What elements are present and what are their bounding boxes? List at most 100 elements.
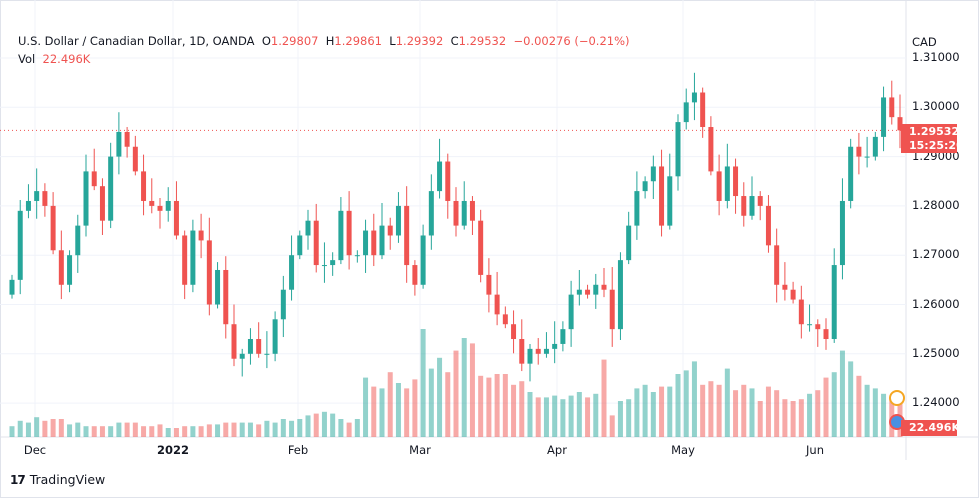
candle-body xyxy=(848,146,854,201)
low-value: 1.29392 xyxy=(395,34,444,48)
candle-body xyxy=(864,156,870,158)
candle-body xyxy=(395,205,401,236)
volume-bar xyxy=(626,399,632,437)
candle-body xyxy=(691,92,697,103)
candle-body xyxy=(552,343,558,349)
volume-bar xyxy=(321,411,327,437)
candle-body xyxy=(700,92,706,128)
candle-body xyxy=(223,269,229,325)
volume-bar xyxy=(313,413,319,437)
volume-bar xyxy=(412,379,418,437)
volume-bar xyxy=(173,428,179,437)
volume-bar xyxy=(552,395,558,437)
current-price-badge: 1.29532 15:25:20 xyxy=(901,124,964,153)
candle-body xyxy=(823,329,829,340)
volume-bar xyxy=(371,386,377,437)
volume-bar xyxy=(593,393,599,437)
candle-body xyxy=(790,289,796,300)
tradingview-logo[interactable]: 17 TradingView xyxy=(10,472,105,487)
volume-bar xyxy=(724,368,730,437)
price-tick-label: 1.24000 xyxy=(912,395,960,410)
high-label: H xyxy=(325,34,335,48)
volume-bar xyxy=(157,424,163,437)
candle-body xyxy=(124,131,130,147)
volume-bar xyxy=(560,399,566,437)
volume-bar xyxy=(798,399,804,437)
volume-bar xyxy=(395,383,401,437)
volume-bar xyxy=(338,419,344,437)
candle-body xyxy=(461,200,467,226)
candle-body xyxy=(782,284,788,290)
volume-bar xyxy=(264,420,270,437)
candle-body xyxy=(683,102,689,123)
volume-bar xyxy=(807,393,813,437)
volume-bar xyxy=(91,426,97,437)
candle-body xyxy=(215,269,221,305)
candle-body xyxy=(568,294,574,330)
volume-bar xyxy=(585,397,591,437)
candle-body xyxy=(428,191,434,236)
volume-bar xyxy=(494,374,500,437)
volume-bar xyxy=(790,401,796,437)
candle-body xyxy=(765,205,771,246)
open-label: O xyxy=(261,34,271,48)
candle-body xyxy=(543,348,549,354)
price-tick-label: 1.26000 xyxy=(912,296,960,311)
candle-body xyxy=(42,191,48,206)
candle-body xyxy=(839,200,845,266)
candle-body xyxy=(527,348,533,364)
volume-bar xyxy=(354,419,360,437)
volume-bar xyxy=(428,368,434,437)
price-tick-label: 1.27000 xyxy=(912,247,960,262)
volume-bar xyxy=(461,338,467,437)
candle-body xyxy=(165,200,171,211)
candle-body xyxy=(297,235,303,256)
candle-body xyxy=(50,205,56,251)
candle-body xyxy=(897,117,903,131)
volume-bar xyxy=(223,422,229,437)
time-tick-label: Apr xyxy=(547,443,567,457)
time-tick-label: Dec xyxy=(23,443,47,457)
volume-bar xyxy=(272,422,278,437)
candle-body xyxy=(363,230,369,256)
volume-bar xyxy=(856,375,862,437)
candle-body xyxy=(9,279,15,295)
volume-bar xyxy=(527,392,533,437)
volume-bar xyxy=(305,415,311,437)
candle-body xyxy=(519,339,525,364)
candle-body xyxy=(437,161,443,192)
time-tick-label: May xyxy=(671,443,695,457)
volume-bar xyxy=(823,377,829,437)
candle-body xyxy=(305,220,311,236)
volume-bar xyxy=(247,422,253,437)
candle-body xyxy=(338,210,344,261)
volume-label: Vol xyxy=(18,52,36,66)
volume-bar xyxy=(50,419,56,437)
volume-bar xyxy=(568,395,574,437)
volume-bar xyxy=(519,381,525,437)
volume-bar xyxy=(700,384,706,437)
candle-body xyxy=(99,186,105,221)
candle-body xyxy=(642,181,648,192)
candle-body xyxy=(412,265,418,285)
price-tick-label: 1.28000 xyxy=(912,197,960,212)
candle-body xyxy=(807,324,813,326)
volume-bar xyxy=(535,397,541,437)
candle-body xyxy=(585,289,591,295)
volume-bar xyxy=(683,370,689,437)
volume-bar xyxy=(691,361,697,437)
volume-bar xyxy=(297,419,303,437)
time-tick-label: Mar xyxy=(409,443,431,457)
candle-body xyxy=(280,289,286,320)
volume-value: 22.496K xyxy=(42,52,91,66)
volume-bar xyxy=(757,401,763,437)
candle-body xyxy=(91,171,97,187)
candle-body xyxy=(25,200,31,211)
volume-bar xyxy=(815,390,821,437)
volume-bar xyxy=(741,384,747,437)
close-value: 1.29532 xyxy=(458,34,507,48)
volume-bar xyxy=(215,424,221,437)
candle-body xyxy=(182,235,188,285)
volume-bar xyxy=(165,428,171,437)
